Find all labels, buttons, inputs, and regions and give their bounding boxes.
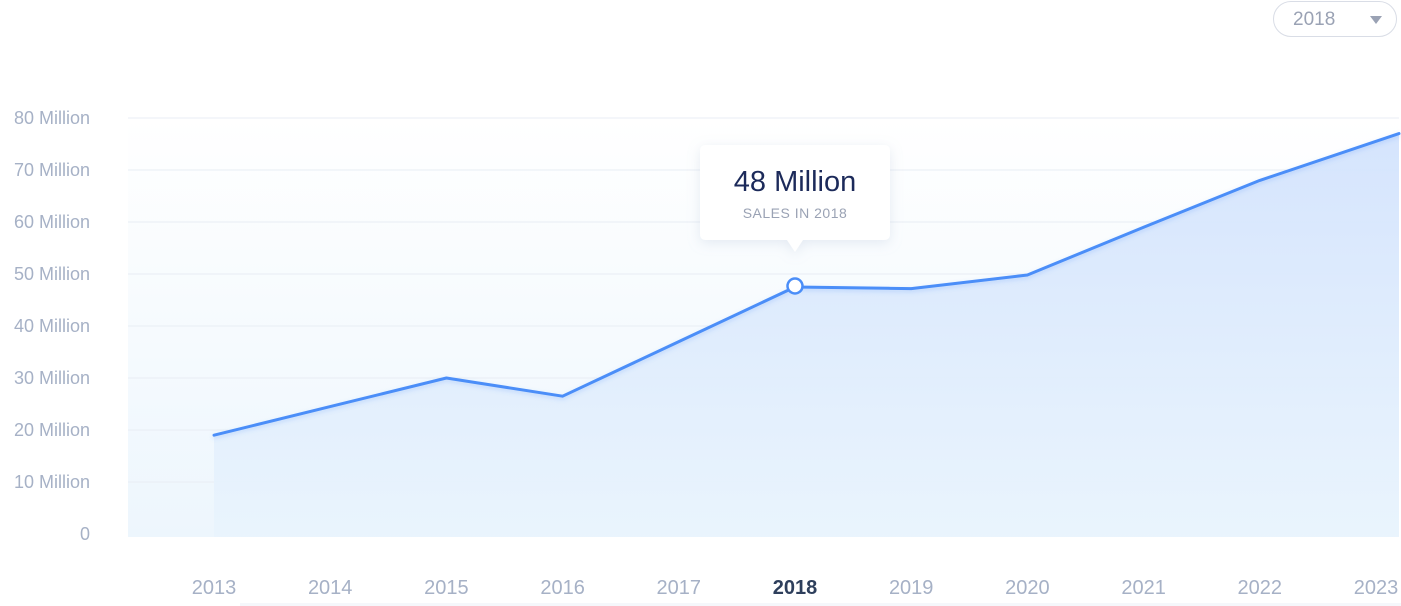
y-tick-label: 60 Million <box>14 212 90 232</box>
tooltip-value: 48 Million <box>734 166 857 198</box>
y-tick-label: 50 Million <box>14 264 90 284</box>
x-tick-label[interactable]: 2022 <box>1238 577 1283 599</box>
x-tick-label[interactable]: 2018 <box>773 577 818 599</box>
tooltip-label: SALES IN 2018 <box>743 205 848 221</box>
y-tick-label: 40 Million <box>14 316 90 336</box>
x-tick-label[interactable]: 2023 <box>1354 577 1399 599</box>
x-tick-label[interactable]: 2019 <box>889 577 934 599</box>
x-tick-label[interactable]: 2016 <box>540 577 585 599</box>
x-tick-label[interactable]: 2015 <box>424 577 469 599</box>
x-axis-ticks: 2013 2014 2015 2016 2017 2018 2019 2020 2021 2022… <box>192 577 1399 599</box>
y-tick-label: 70 Million <box>14 160 90 180</box>
y-tick-label: 80 Million <box>14 108 90 128</box>
tooltip: 48 Million SALES IN 2018 <box>700 145 890 252</box>
year-select-value: 2018 <box>1293 9 1336 30</box>
area-fill <box>214 133 1399 537</box>
x-tick-label[interactable]: 2017 <box>657 577 702 599</box>
tooltip-box <box>700 145 890 252</box>
y-axis-ticks: 0 10 Million 20 Million 30 Million 40 Millio… <box>14 108 90 544</box>
y-tick-label: 30 Million <box>14 368 90 388</box>
x-tick-label[interactable]: 2014 <box>308 577 353 599</box>
y-tick-label: 0 <box>80 524 90 544</box>
x-tick-label[interactable]: 2020 <box>1005 577 1050 599</box>
highlight-data-point[interactable] <box>786 277 804 295</box>
bottom-divider <box>240 603 1401 606</box>
y-tick-label: 10 Million <box>14 472 90 492</box>
year-select[interactable]: 2018 <box>1273 1 1397 37</box>
y-tick-label: 20 Million <box>14 420 90 440</box>
chevron-down-icon <box>1370 16 1382 24</box>
x-tick-label[interactable]: 2021 <box>1121 577 1166 599</box>
x-tick-label[interactable]: 2013 <box>192 577 237 599</box>
